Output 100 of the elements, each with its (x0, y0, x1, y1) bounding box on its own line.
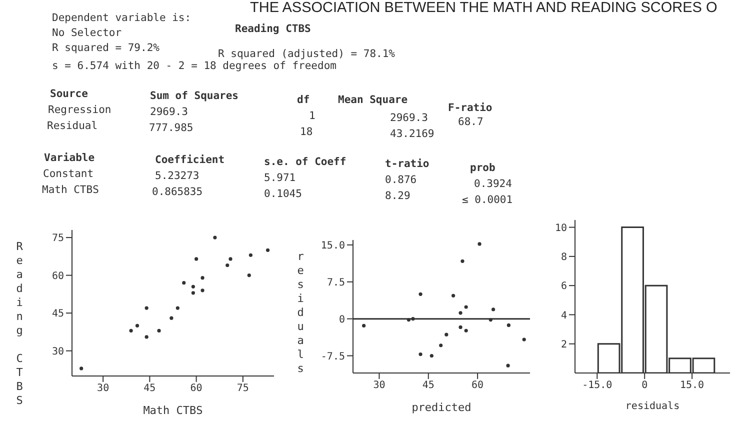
text: Source (50, 88, 88, 100)
point (439, 344, 443, 348)
point (213, 236, 217, 240)
text: 777.985 (149, 122, 194, 134)
x-tick-label: 60 (472, 380, 484, 392)
point (418, 292, 422, 296)
point (200, 276, 204, 280)
text: prob (470, 162, 496, 174)
x-tick-label: 60 (190, 383, 202, 394)
point (176, 306, 180, 310)
x-tick-label: 75 (236, 383, 249, 394)
point (191, 291, 195, 295)
text: R squared (adjusted) = 78.1% (218, 48, 396, 60)
point (157, 328, 161, 332)
x-tick-label: 15.0 (680, 380, 704, 392)
y-tick-label: 10 (554, 222, 567, 234)
point (80, 366, 84, 370)
point (248, 253, 252, 257)
text: s = 6.574 with 20 - 2 = 18 degrees of freedom (52, 60, 336, 72)
x-axis-title: predicted (410, 401, 472, 414)
text: Math CTBS (42, 184, 99, 196)
x-axis-title: Math CTBS (142, 404, 204, 417)
text: 8.29 (385, 190, 410, 202)
point (266, 248, 270, 252)
point (464, 305, 468, 309)
point (464, 328, 468, 332)
point (458, 311, 462, 315)
x-tick-label: 45 (144, 383, 156, 394)
y-tick-label: 7.5 (326, 277, 345, 288)
text: 0.865835 (152, 186, 203, 198)
y-tick-label: 15.0 (320, 240, 345, 252)
point (191, 284, 195, 288)
text: ≤ 0.0001 (462, 194, 513, 206)
text: No Selector (52, 27, 122, 39)
text: df (297, 94, 310, 106)
y-tick-label: 4 (560, 310, 567, 322)
text: 0.1045 (264, 188, 302, 200)
text: Constant (43, 168, 94, 180)
text: 68.7 (458, 116, 484, 128)
text: Coefficient (155, 154, 225, 166)
text: Sum of Squares (150, 90, 239, 102)
point (135, 324, 140, 328)
point (226, 263, 230, 268)
point (506, 364, 510, 368)
point (200, 288, 204, 292)
x-tick-label: 0 (642, 380, 648, 392)
y-axis-title: residuals (294, 250, 307, 376)
text: THE ASSOCIATION BETWEEN THE MATH AND READING SCORES O (250, 0, 718, 16)
point (406, 318, 411, 322)
text: Reading CTBS (235, 23, 311, 35)
y-tick-label: 8 (560, 252, 567, 263)
point (458, 325, 462, 329)
y-tick-label: 6 (560, 281, 567, 292)
point (182, 281, 186, 285)
point (411, 317, 415, 321)
y-tick-label: 60 (52, 270, 64, 282)
text: 0.3924 (474, 178, 512, 190)
text: 5.23273 (155, 170, 200, 182)
y-tick-label: -7.5 (320, 351, 345, 362)
text: t-ratio (385, 158, 430, 170)
text: Regression (48, 104, 112, 116)
y-tick-label: 2 (560, 339, 567, 350)
y-tick-label: 0 (338, 314, 345, 326)
text: Residual (47, 120, 98, 132)
point (522, 338, 526, 342)
point (460, 259, 464, 263)
x-axis-title: residuals (624, 401, 681, 412)
text: 5.971 (264, 172, 296, 184)
point (247, 274, 251, 278)
y-tick-label: 75 (52, 233, 64, 244)
x-tick-label: -15.0 (582, 380, 612, 392)
text: 43.2169 (390, 128, 434, 140)
point (228, 257, 232, 261)
text: 1 (309, 110, 316, 122)
x-tick-label: 30 (97, 383, 110, 394)
text: 2969.3 (150, 106, 188, 118)
point (170, 316, 174, 320)
x-tick-label: 45 (422, 380, 434, 392)
text: 2969.3 (390, 112, 428, 124)
text: s.e. of Coeff (264, 156, 346, 168)
point (491, 308, 496, 312)
text: Variable (44, 152, 95, 164)
y-axis-title: Reading CTBS (13, 240, 26, 408)
x-tick-label: 30 (373, 380, 386, 392)
point (506, 323, 510, 328)
point (362, 324, 366, 328)
text: R squared = 79.2% (52, 42, 160, 54)
point (430, 354, 434, 358)
point (144, 335, 148, 339)
y-tick-label: 30 (52, 346, 64, 358)
text: 18 (300, 126, 313, 138)
text: 0.876 (385, 174, 417, 186)
y-tick-label: 45 (52, 308, 64, 320)
point (488, 318, 492, 322)
point (478, 242, 482, 246)
point (418, 352, 422, 356)
point (194, 257, 198, 261)
text: Mean Square (338, 94, 408, 106)
text: Dependent variable is: (52, 12, 192, 24)
point (452, 294, 456, 298)
